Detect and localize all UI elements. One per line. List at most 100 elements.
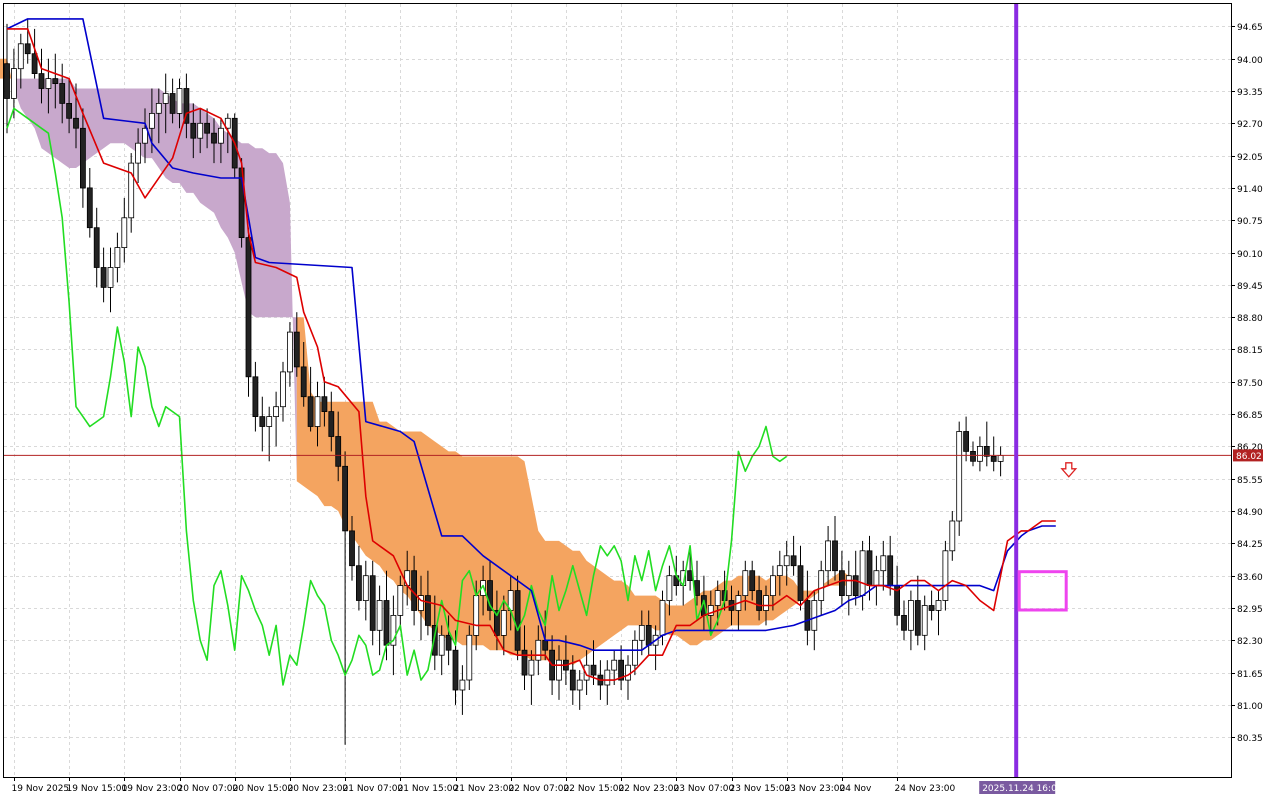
candle-bear	[66, 103, 72, 119]
price-tick-label: 94.00	[1237, 56, 1263, 66]
price-tick-label: 92.05	[1237, 153, 1263, 163]
candle-bull	[783, 555, 790, 567]
candle-bull	[997, 454, 1004, 462]
candle-bull	[121, 217, 128, 249]
candle-bear	[569, 669, 576, 691]
price-tick-label: 81.00	[1237, 702, 1263, 712]
candle-bull	[935, 600, 942, 611]
candle-bear	[542, 639, 549, 651]
candle-bear	[445, 634, 452, 651]
candle-bull	[625, 664, 631, 681]
down-arrow-shape	[1060, 462, 1078, 478]
candle-bull	[845, 575, 852, 597]
candle-bull	[135, 142, 142, 164]
candle-bear	[321, 396, 328, 413]
candle-bull	[473, 595, 480, 636]
candle-bear	[804, 600, 811, 631]
candle-bear	[349, 530, 355, 567]
candle-bull	[576, 679, 583, 691]
candle-bear	[887, 555, 894, 586]
candle-bull	[362, 575, 369, 602]
candle-bear	[487, 580, 493, 611]
time-tick-label: 19 Nov 2025	[12, 784, 70, 794]
candle-bull	[770, 575, 776, 597]
price-axis[interactable]: 94.65 94.00 93.35 92.70 92.05 91.40 90.75 90.10…	[1231, 23, 1263, 744]
candle-bull	[583, 664, 590, 681]
price-tick-label: 84.90	[1237, 508, 1263, 518]
candle-bear	[839, 570, 845, 597]
candle-bull	[128, 162, 135, 219]
candle-bear	[431, 625, 438, 656]
candle-bull	[286, 331, 293, 373]
candle-bear	[31, 53, 38, 75]
candle-bear	[59, 83, 66, 104]
candle-bull	[197, 122, 204, 139]
current-price-badge	[1233, 449, 1263, 462]
overlays	[4, 4, 1231, 777]
time-tick-label: 19 Nov 23:00	[122, 784, 183, 794]
candle-bull	[666, 575, 673, 602]
candle-bull	[459, 679, 466, 691]
candle-bear	[245, 237, 252, 378]
candle-bear	[24, 43, 31, 55]
candle-bull	[438, 634, 445, 656]
candle-bull	[397, 585, 404, 616]
candle-bull	[155, 103, 162, 114]
candle-bear	[307, 396, 314, 427]
candle-bull	[880, 555, 887, 572]
candle-bull	[763, 595, 769, 611]
candle-bull	[114, 247, 121, 268]
candle-bull	[273, 406, 280, 418]
candle-bear	[38, 73, 45, 89]
time-tick-label: 20 Nov 15:00	[233, 784, 294, 794]
candle-bear	[521, 649, 528, 676]
time-tick-label: 23 Nov 07:00	[674, 784, 735, 794]
plot-frame	[3, 3, 1232, 778]
candle-bear	[983, 445, 990, 457]
candle-bear	[183, 88, 190, 124]
candle-bear	[424, 595, 431, 626]
candle-bull	[942, 550, 949, 601]
candle-bull	[949, 520, 956, 552]
candle-bull	[224, 117, 231, 129]
candle-bear	[328, 411, 335, 437]
candle-bull	[611, 659, 618, 671]
price-tick-label: 86.20	[1237, 443, 1263, 453]
candle-bull	[638, 625, 645, 641]
candle-bull	[45, 78, 52, 89]
candle-bear	[190, 122, 197, 139]
price-tick-label: 80.35	[1237, 734, 1263, 744]
candle-bear	[259, 416, 266, 427]
time-tick-label: 20 Nov 23:00	[288, 784, 349, 794]
candle-bull	[314, 396, 321, 427]
candle-bull	[825, 540, 831, 572]
time-tick-label: 20 Nov 07:00	[178, 784, 239, 794]
candle-bull	[659, 600, 666, 636]
candle-bull	[818, 570, 825, 601]
price-tick-label: 86.85	[1237, 411, 1263, 421]
candle-bull	[977, 445, 983, 462]
candle-bear	[832, 540, 838, 572]
candle-bear	[80, 127, 86, 189]
price-tick-label: 91.40	[1237, 185, 1263, 195]
candle-bear	[369, 575, 376, 631]
candle-bull	[632, 639, 638, 666]
indicator-lines	[6, 18, 1056, 686]
candle-bear	[300, 366, 307, 398]
candle-bull	[148, 113, 155, 129]
candle-bull	[528, 659, 535, 676]
candle-bear	[618, 659, 624, 681]
candle-bull	[742, 570, 749, 597]
candle-bear	[383, 600, 390, 646]
candle-bear	[342, 465, 349, 532]
candle-bull	[604, 669, 611, 686]
candle-bull	[142, 127, 148, 144]
candle-bear	[493, 610, 500, 636]
price-tick-label: 90.75	[1237, 217, 1263, 227]
candle-bear	[963, 431, 969, 452]
highlight-box	[1017, 570, 1068, 612]
candle-bear	[914, 600, 921, 636]
